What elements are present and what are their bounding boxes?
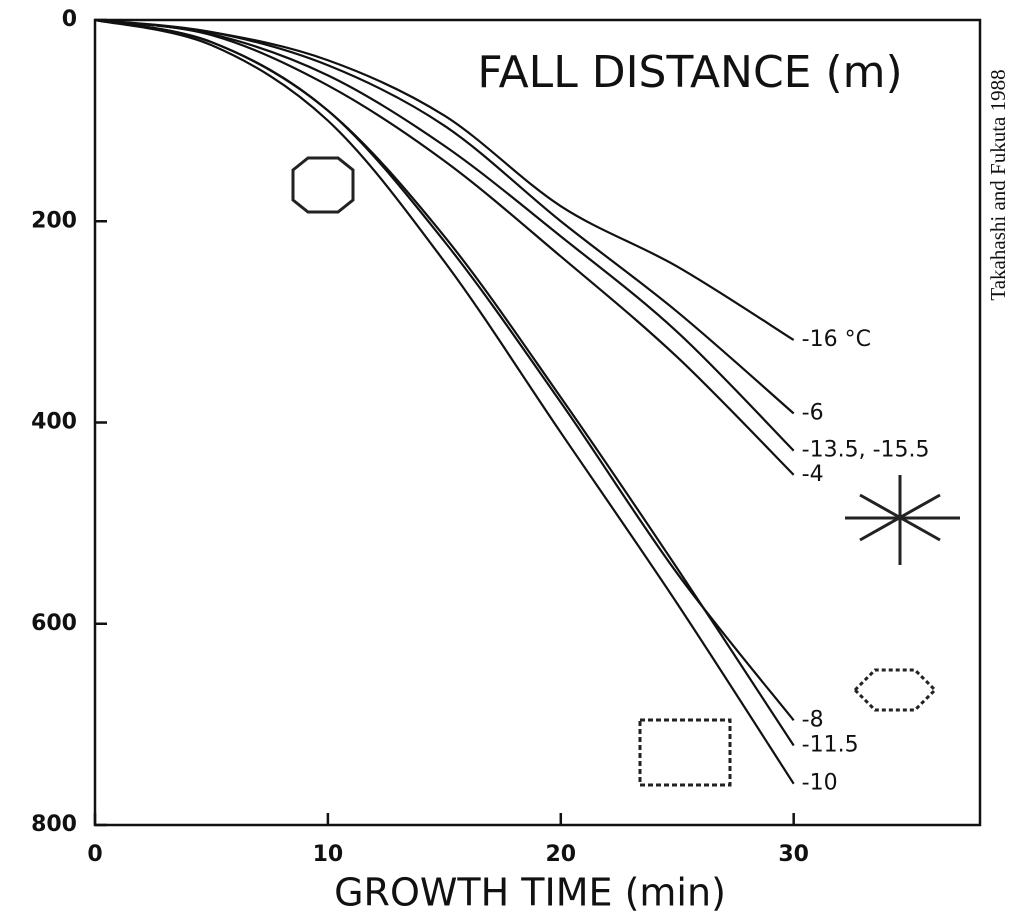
series-line xyxy=(95,20,794,784)
y-tick-label: 400 xyxy=(31,410,77,435)
rimed-crystal xyxy=(855,670,935,710)
column-crystal xyxy=(640,720,730,785)
series-label: -8 xyxy=(802,707,824,732)
credit: Takahashi and Fukuta 1988 xyxy=(986,69,1010,300)
series-label: -6 xyxy=(802,400,824,425)
series-line xyxy=(95,20,794,746)
series-label: -10 xyxy=(802,771,838,796)
plate-crystal xyxy=(293,158,353,212)
y-tick-label: 600 xyxy=(31,611,77,636)
x-tick-label: 10 xyxy=(313,842,344,867)
series-label: -4 xyxy=(802,462,824,487)
series-label: -16 °C xyxy=(802,327,871,352)
series-label: -13.5, -15.5 xyxy=(802,438,930,463)
series-label: -11.5 xyxy=(802,733,859,758)
y-tick-label: 200 xyxy=(31,208,77,233)
x-tick-label: 0 xyxy=(87,842,102,867)
x-tick-label: 30 xyxy=(778,842,809,867)
chart: FALL DISTANCE (m) GROWTH TIME (min) Taka… xyxy=(0,0,1015,919)
crystal-icons xyxy=(293,158,960,785)
chart-title: FALL DISTANCE (m) xyxy=(477,47,902,98)
y-tick-label: 800 xyxy=(31,812,77,837)
plot-frame xyxy=(95,20,980,825)
dendrite-crystal xyxy=(845,475,960,565)
y-tick-label: 0 xyxy=(62,7,77,32)
x-axis-label: GROWTH TIME (min) xyxy=(334,871,726,915)
x-tick-label: 20 xyxy=(545,842,576,867)
